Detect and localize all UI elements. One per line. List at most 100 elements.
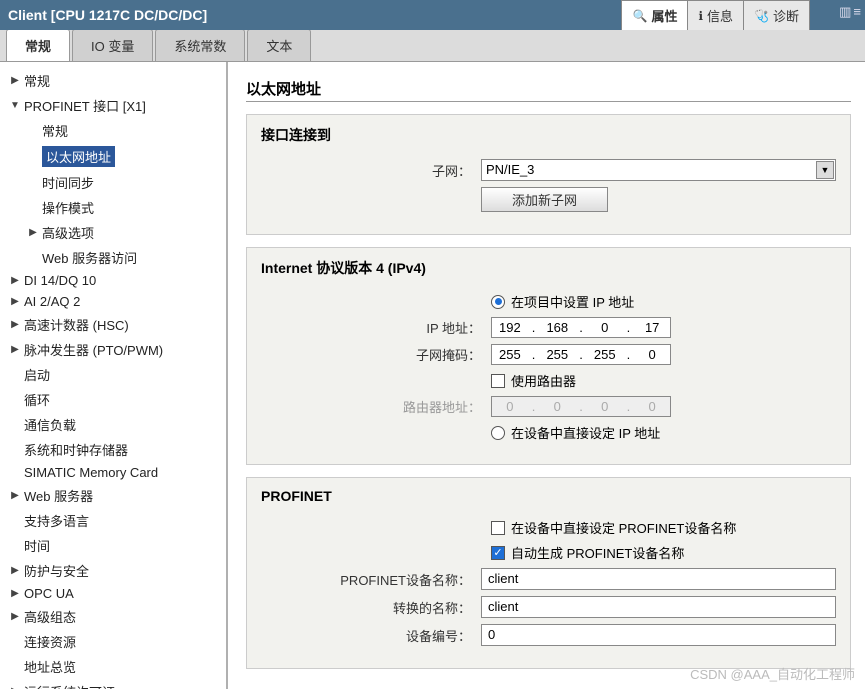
titlebar-tab-info[interactable]: ℹ信息 bbox=[687, 0, 744, 30]
section-interface-title: 接口连接到 bbox=[261, 125, 836, 145]
tree-item[interactable]: ▶ 脉冲发生器 (PTO/PWM) bbox=[0, 337, 226, 362]
tree-arrow-icon[interactable]: ▶ bbox=[10, 296, 20, 307]
tab-text[interactable]: 文本 bbox=[247, 29, 311, 61]
tree-item-label: DI 14/DQ 10 bbox=[24, 273, 96, 288]
converted-name-label: 转换的名称： bbox=[261, 598, 481, 617]
tree-item[interactable]: ▶ Web 服务器 bbox=[0, 483, 226, 508]
tree-arrow-icon[interactable]: ▶ bbox=[10, 275, 20, 286]
tree-item-label: 启动 bbox=[24, 365, 50, 384]
tree-item[interactable]: 系统和时钟存储器 bbox=[0, 437, 226, 462]
tree-item-label: 时间同步 bbox=[42, 173, 94, 192]
tree-item-label: 地址总览 bbox=[24, 657, 76, 676]
subnet-mask-label: 子网掩码： bbox=[351, 345, 491, 364]
layout-icon[interactable]: ▥ bbox=[839, 4, 851, 20]
tree-arrow-icon[interactable]: ▶ bbox=[10, 75, 20, 86]
tree-item[interactable]: 支持多语言 bbox=[0, 508, 226, 533]
tree-item-label: 连接资源 bbox=[24, 632, 76, 651]
titlebar-tab-diagnostics[interactable]: 🩺诊断 bbox=[743, 0, 810, 30]
tab-io-variables[interactable]: IO 变量 bbox=[72, 29, 153, 61]
converted-name-input: client bbox=[481, 596, 836, 618]
router-address-input: 0. 0. 0. 0 bbox=[491, 396, 671, 417]
tree-item-label: Web 服务器 bbox=[24, 486, 93, 505]
tree-item-label: 支持多语言 bbox=[24, 511, 89, 530]
radio-set-in-device[interactable] bbox=[491, 426, 505, 440]
diagnostics-icon: 🩺 bbox=[754, 9, 769, 23]
list-icon[interactable]: ≡ bbox=[853, 4, 861, 20]
section-profinet-title: PROFINET bbox=[261, 488, 836, 504]
subnet-mask-input[interactable]: 255. 255. 255. 0 bbox=[491, 344, 671, 365]
radio-set-in-project[interactable] bbox=[491, 295, 505, 309]
tree-item[interactable]: ▶ 高级组态 bbox=[0, 604, 226, 629]
info-icon: ℹ bbox=[698, 9, 703, 23]
titlebar-title: Client [CPU 1217C DC/DC/DC] bbox=[8, 7, 207, 23]
add-subnet-button[interactable]: 添加新子网 bbox=[481, 187, 608, 212]
tree-item[interactable]: ▶ 防护与安全 bbox=[0, 558, 226, 583]
tree-item[interactable]: SIMATIC Memory Card bbox=[0, 462, 226, 483]
router-address-label: 路由器地址： bbox=[351, 397, 491, 416]
tree-item[interactable]: 连接资源 bbox=[0, 629, 226, 654]
tree-item[interactable]: ▼ PROFINET 接口 [X1] bbox=[0, 93, 226, 118]
tree-item-label: 高级组态 bbox=[24, 607, 76, 626]
tree-item[interactable]: ▶AI 2/AQ 2 bbox=[0, 291, 226, 312]
auto-generate-profinet-name-checkbox[interactable]: ✓ bbox=[491, 546, 505, 560]
section-interface: 接口连接到 子网： PN/IE_3 ▼ 添加新子网 bbox=[246, 114, 851, 235]
tree-item-label: 防护与安全 bbox=[24, 561, 89, 580]
tree-item[interactable]: 启动 bbox=[0, 362, 226, 387]
tree-item[interactable]: 时间同步 bbox=[0, 170, 226, 195]
section-profinet: PROFINET 在设备中直接设定 PROFINET设备名称 ✓ 自动生成 PR… bbox=[246, 477, 851, 669]
device-number-label: 设备编号： bbox=[261, 626, 481, 645]
tree-item-label: 高速计数器 (HSC) bbox=[24, 315, 129, 334]
titlebar-window-icons: ▥ ≡ bbox=[839, 4, 861, 20]
tree-item[interactable]: 以太网地址 bbox=[0, 143, 226, 170]
navigation-tree[interactable]: ▶常规▼PROFINET 接口 [X1]常规以太网地址时间同步操作模式▶高级选项… bbox=[0, 62, 228, 689]
tree-arrow-icon[interactable]: ▶ bbox=[10, 490, 20, 501]
device-number-input[interactable]: 0 bbox=[481, 624, 836, 646]
main-tabbar: 常规 IO 变量 系统常数 文本 bbox=[0, 30, 865, 62]
tree-item[interactable]: ▶运行系统许可证 bbox=[0, 679, 226, 689]
tree-item[interactable]: 循环 bbox=[0, 387, 226, 412]
tree-item[interactable]: 操作模式 bbox=[0, 195, 226, 220]
tree-arrow-icon[interactable]: ▶ bbox=[10, 588, 20, 599]
tree-item-label: 高级选项 bbox=[42, 223, 94, 242]
profinet-name-input[interactable]: client bbox=[481, 568, 836, 590]
tree-item[interactable]: ▶ 高级选项 bbox=[0, 220, 226, 245]
tree-arrow-icon[interactable]: ▶ bbox=[10, 319, 20, 330]
tree-item[interactable]: Web 服务器访问 bbox=[0, 245, 226, 270]
tree-arrow-icon[interactable]: ▶ bbox=[10, 344, 20, 355]
set-profinet-name-device-checkbox[interactable] bbox=[491, 521, 505, 535]
tree-item[interactable]: ▶ DI 14/DQ 10 bbox=[0, 270, 226, 291]
titlebar: Client [CPU 1217C DC/DC/DC] 🔍属性 ℹ信息 🩺诊断 … bbox=[0, 0, 865, 30]
tree-item-label: 操作模式 bbox=[42, 198, 94, 217]
subnet-select[interactable]: PN/IE_3 ▼ bbox=[481, 159, 836, 181]
tab-general[interactable]: 常规 bbox=[6, 29, 70, 61]
section-ipv4: Internet 协议版本 4 (IPv4) 在项目中设置 IP 地址 IP 地… bbox=[246, 247, 851, 465]
tree-item[interactable]: 地址总览 bbox=[0, 654, 226, 679]
tree-item[interactable]: 常规 bbox=[0, 118, 226, 143]
tree-item[interactable]: ▶ OPC UA bbox=[0, 583, 226, 604]
titlebar-tabs: 🔍属性 ℹ信息 🩺诊断 bbox=[622, 0, 810, 30]
chevron-down-icon[interactable]: ▼ bbox=[816, 161, 834, 179]
tree-arrow-icon[interactable]: ▶ bbox=[28, 227, 38, 238]
tree-item-label: Web 服务器访问 bbox=[42, 248, 137, 267]
tree-item-label: 循环 bbox=[24, 390, 50, 409]
tree-item-label: 常规 bbox=[24, 71, 50, 90]
tree-item-label: OPC UA bbox=[24, 586, 74, 601]
tree-item-label: 通信负载 bbox=[24, 415, 76, 434]
tree-item[interactable]: 通信负载 bbox=[0, 412, 226, 437]
tree-item-label: 时间 bbox=[24, 536, 50, 555]
tree-arrow-icon[interactable]: ▶ bbox=[10, 611, 20, 622]
tree-item-label: PROFINET 接口 [X1] bbox=[24, 96, 146, 115]
page-heading: 以太网地址 bbox=[246, 78, 851, 102]
tree-item-label: 系统和时钟存储器 bbox=[24, 440, 128, 459]
ip-address-input[interactable]: 192. 168. 0. 17 bbox=[491, 317, 671, 338]
tree-arrow-icon[interactable]: ▶ bbox=[10, 565, 20, 576]
tab-system-constants[interactable]: 系统常数 bbox=[155, 29, 245, 61]
tree-item-label: 脉冲发生器 (PTO/PWM) bbox=[24, 340, 163, 359]
ip-address-label: IP 地址： bbox=[351, 318, 491, 337]
tree-item[interactable]: ▶ 常规 bbox=[0, 68, 226, 93]
tree-item[interactable]: 时间 bbox=[0, 533, 226, 558]
tree-item[interactable]: ▶ 高速计数器 (HSC) bbox=[0, 312, 226, 337]
tree-arrow-icon[interactable]: ▼ bbox=[10, 100, 20, 111]
use-router-checkbox[interactable] bbox=[491, 374, 505, 388]
titlebar-tab-properties[interactable]: 🔍属性 bbox=[621, 0, 688, 30]
